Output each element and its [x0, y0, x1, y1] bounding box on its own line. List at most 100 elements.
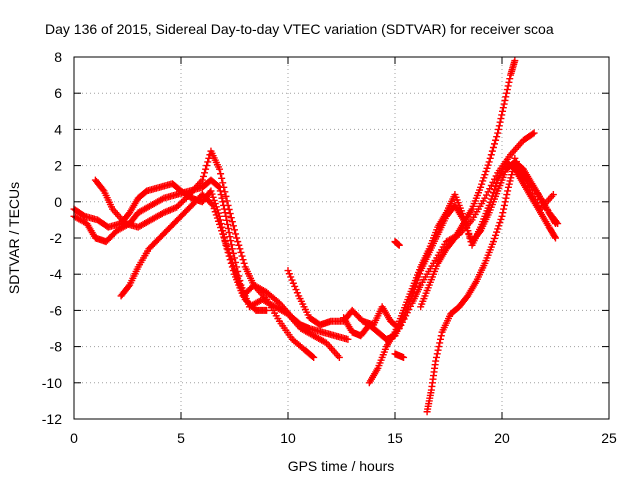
data-point-marker	[491, 186, 499, 194]
data-point-marker	[202, 165, 210, 173]
data-point-marker	[485, 158, 493, 166]
data-point-marker	[464, 227, 472, 235]
series-track-c	[91, 147, 352, 343]
data-point-marker	[285, 270, 293, 278]
data-point-marker	[233, 234, 241, 242]
data-point-marker	[499, 104, 507, 112]
data-point-marker	[499, 107, 507, 115]
data-point-marker	[493, 228, 501, 236]
y-tick-label: 0	[54, 194, 62, 210]
data-point-marker	[217, 191, 225, 199]
y-tick-label: -12	[42, 411, 62, 427]
data-point-marker	[530, 192, 538, 200]
data-point-marker	[182, 194, 190, 202]
data-point-marker	[225, 229, 233, 237]
data-point-marker	[495, 125, 503, 133]
data-point-marker	[335, 353, 343, 361]
y-tick-label: -8	[50, 339, 63, 355]
data-point-marker	[232, 268, 240, 276]
data-point-marker	[532, 196, 540, 204]
data-point-marker	[284, 267, 292, 275]
data-point-marker	[221, 209, 229, 217]
data-point-marker	[486, 198, 494, 206]
data-point-marker	[552, 234, 559, 242]
data-point-marker	[477, 183, 485, 191]
data-point-marker	[201, 169, 209, 177]
y-tick-label: -4	[50, 266, 63, 282]
data-point-marker	[234, 238, 242, 246]
data-point-marker	[344, 335, 352, 343]
data-point-marker	[210, 205, 218, 213]
data-point-marker	[482, 191, 490, 199]
y-axis-title: SDTVAR / TECUs	[6, 182, 22, 294]
data-point-marker	[505, 78, 513, 86]
data-point-marker	[226, 210, 234, 218]
data-point-marker	[224, 246, 232, 254]
data-point-marker	[520, 173, 528, 181]
data-point-marker	[220, 183, 228, 191]
data-layer	[70, 57, 562, 416]
data-point-marker	[221, 236, 229, 244]
series-track-d	[117, 191, 271, 314]
tick-layer: 0 5 10 15 20 25 -12 -10 -8 -6 -4 -2 0 2 4 6 8	[42, 49, 617, 446]
data-point-marker	[496, 219, 504, 227]
y-tick-label: -10	[42, 375, 62, 391]
data-point-marker	[525, 183, 533, 191]
data-point-marker	[223, 243, 231, 251]
data-point-marker	[204, 158, 212, 166]
data-point-marker	[502, 194, 510, 202]
data-point-marker	[514, 161, 522, 169]
data-point-marker	[492, 231, 500, 239]
series-track-e	[284, 129, 538, 332]
data-point-marker	[218, 194, 226, 202]
data-point-marker	[491, 175, 499, 183]
data-point-marker	[400, 353, 408, 361]
data-point-marker	[209, 193, 217, 201]
data-point-marker	[203, 162, 211, 170]
data-point-marker	[488, 147, 496, 155]
data-point-marker	[549, 191, 557, 199]
grid-layer	[74, 57, 609, 419]
data-point-marker	[220, 233, 228, 241]
data-point-marker	[494, 129, 502, 137]
x-tick-label: 15	[387, 430, 403, 446]
series-track-j	[391, 238, 403, 249]
data-point-marker	[228, 258, 236, 266]
data-point-marker	[221, 188, 229, 196]
data-point-marker	[503, 191, 511, 199]
data-point-marker	[506, 177, 514, 185]
data-point-marker	[293, 289, 301, 297]
data-point-marker	[482, 167, 490, 175]
data-point-marker	[158, 210, 166, 218]
data-point-marker	[229, 222, 237, 230]
x-tick-label: 5	[177, 430, 185, 446]
data-point-marker	[213, 214, 221, 222]
data-point-marker	[500, 201, 508, 209]
data-point-marker	[483, 164, 491, 172]
data-point-marker	[528, 189, 536, 197]
data-point-marker	[216, 187, 224, 195]
data-point-marker	[198, 176, 206, 184]
data-point-marker	[516, 164, 524, 172]
data-point-marker	[125, 282, 133, 290]
data-point-marker	[222, 212, 230, 220]
data-point-marker	[485, 201, 493, 209]
data-point-marker	[517, 167, 525, 175]
data-point-marker	[502, 93, 510, 101]
data-point-marker	[434, 346, 442, 354]
data-point-marker	[231, 226, 238, 234]
data-point-marker	[219, 230, 227, 238]
data-point-marker	[529, 130, 537, 138]
data-point-marker	[489, 238, 497, 246]
data-point-marker	[499, 209, 507, 217]
data-point-marker	[232, 230, 240, 238]
data-point-marker	[211, 208, 219, 216]
data-point-marker	[214, 217, 222, 225]
data-point-marker	[174, 202, 182, 210]
data-point-marker	[199, 172, 207, 180]
data-point-marker	[436, 339, 444, 347]
data-point-marker	[288, 276, 296, 284]
data-point-marker	[500, 205, 508, 213]
x-tick-label: 10	[280, 430, 296, 446]
